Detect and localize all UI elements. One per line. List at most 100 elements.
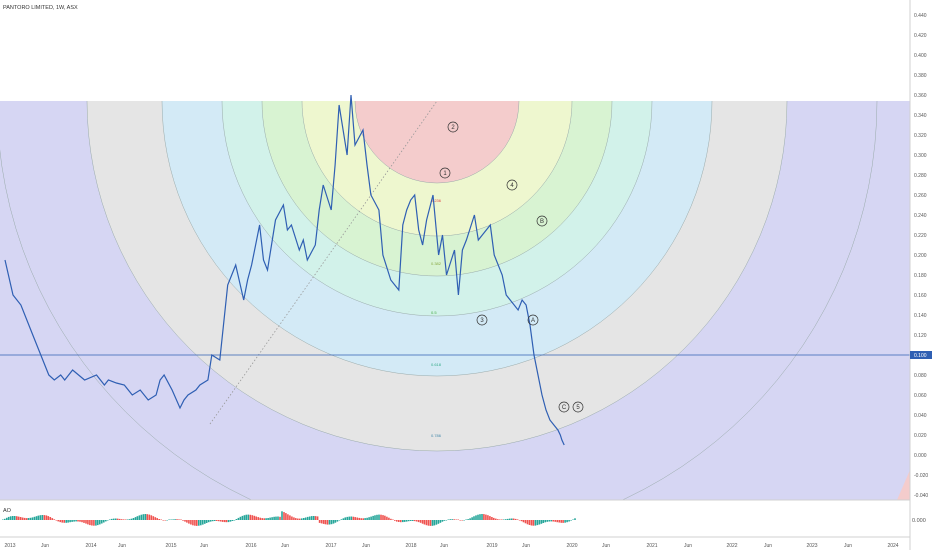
- ao-bar: [479, 514, 481, 520]
- x-tick-label: 2017: [325, 543, 336, 549]
- ao-bar: [75, 520, 77, 522]
- ao-bar: [544, 520, 547, 523]
- ao-bar: [225, 520, 228, 523]
- x-tick-label: Jun: [281, 543, 289, 549]
- ao-bar: [297, 518, 299, 520]
- ao-bar: [182, 520, 184, 521]
- ao-bar: [441, 520, 444, 522]
- ao-bar: [21, 517, 24, 520]
- ao-bar: [255, 516, 257, 520]
- ao-bar: [437, 520, 440, 524]
- x-tick-label: Jun: [522, 543, 530, 549]
- ao-bar: [4, 518, 6, 520]
- ao-bar: [67, 520, 69, 523]
- ao-bar: [291, 516, 293, 520]
- svg-text:1: 1: [443, 171, 447, 177]
- ao-bar: [29, 517, 32, 520]
- ao-bar: [120, 519, 123, 520]
- ao-bar: [231, 520, 234, 521]
- ao-bar: [247, 514, 250, 520]
- ao-bar: [467, 519, 469, 520]
- x-tick-label: 2022: [726, 543, 737, 549]
- ao-bar: [79, 520, 81, 522]
- ao-bar: [431, 520, 434, 526]
- ao-bar: [283, 512, 285, 520]
- ao-bar: [140, 514, 143, 520]
- time-axis[interactable]: 2013 Jun 2014 Jun 2015 Jun 2016 Jun 2017 Jun 2018 J…: [4, 543, 898, 549]
- ao-bar: [570, 520, 572, 521]
- svg-text:3: 3: [480, 318, 484, 324]
- ao-bar: [205, 520, 208, 523]
- y-tick-label: 0.140: [914, 313, 927, 319]
- ao-bar: [118, 518, 121, 520]
- ao-bar: [25, 518, 28, 520]
- ao-bar: [564, 520, 566, 523]
- ao-bar: [31, 517, 34, 520]
- ao-bar: [23, 517, 26, 520]
- ao-bar: [267, 518, 269, 520]
- ao-bar: [138, 515, 141, 520]
- ao-bar: [93, 520, 95, 526]
- ao-bar: [475, 515, 477, 520]
- ao-bar: [49, 517, 52, 520]
- ao-bar: [394, 520, 396, 521]
- x-tick-label: 2024: [887, 543, 898, 549]
- ao-bar: [89, 520, 91, 526]
- ao-bar: [374, 515, 376, 520]
- ao-bar: [465, 519, 467, 520]
- ao-bar: [150, 515, 153, 520]
- ao-bar: [380, 514, 382, 520]
- ao-bar: [308, 516, 311, 520]
- ao-bar: [471, 517, 473, 520]
- ao-bar: [451, 519, 454, 520]
- ao-bar: [427, 520, 430, 526]
- ao-bar: [53, 519, 56, 520]
- ao-bar: [532, 520, 535, 526]
- wave-label-2: 2: [447, 121, 459, 133]
- x-tick-label: Jun: [844, 543, 852, 549]
- ao-bar: [55, 520, 58, 521]
- ao-bar: [409, 520, 412, 521]
- ao-bar: [481, 514, 483, 520]
- ao-bar: [289, 515, 291, 520]
- ao-bar: [43, 515, 46, 520]
- x-tick-label: Jun: [764, 543, 772, 549]
- ao-bar: [455, 519, 457, 520]
- x-tick-label: Jun: [440, 543, 448, 549]
- ao-bar: [566, 520, 568, 523]
- ao-bar: [273, 516, 275, 520]
- ao-bar: [447, 519, 450, 520]
- y-tick-label: 0.400: [914, 53, 927, 59]
- ao-bar: [324, 520, 327, 525]
- ao-bar: [148, 514, 151, 520]
- ao-bar: [198, 520, 200, 526]
- ao-bar: [271, 517, 273, 520]
- price-axis[interactable]: 0.440 0.420 0.400 0.380 0.360 0.340 0.320 0.300…: [910, 13, 932, 499]
- ao-bar: [348, 516, 351, 520]
- ao-bar: [396, 520, 398, 522]
- ao-bar: [495, 518, 497, 520]
- ao-bar: [340, 519, 343, 520]
- ao-bar: [110, 518, 113, 520]
- ao-bar: [572, 519, 574, 520]
- wave-label-3: 3: [476, 314, 488, 326]
- ao-bar: [322, 520, 325, 524]
- ao-bar: [112, 518, 115, 520]
- ao-bar: [204, 520, 206, 524]
- ao-bar: [562, 520, 564, 523]
- y-tick-label: 0.280: [914, 173, 927, 179]
- ao-bar: [285, 513, 287, 520]
- ao-bar: [489, 516, 491, 520]
- ao-bar: [574, 518, 576, 520]
- ao-axis-label: 0.000: [912, 518, 926, 524]
- y-tick-label: 0.200: [914, 253, 927, 259]
- ao-bar: [370, 516, 372, 520]
- ao-bar: [493, 517, 495, 520]
- ao-bar: [251, 515, 254, 520]
- ao-bar: [403, 520, 406, 522]
- y-tick-label: 0.240: [914, 213, 927, 219]
- ao-bar: [469, 518, 471, 520]
- ao-bar: [134, 517, 137, 520]
- ao-bar: [501, 519, 503, 520]
